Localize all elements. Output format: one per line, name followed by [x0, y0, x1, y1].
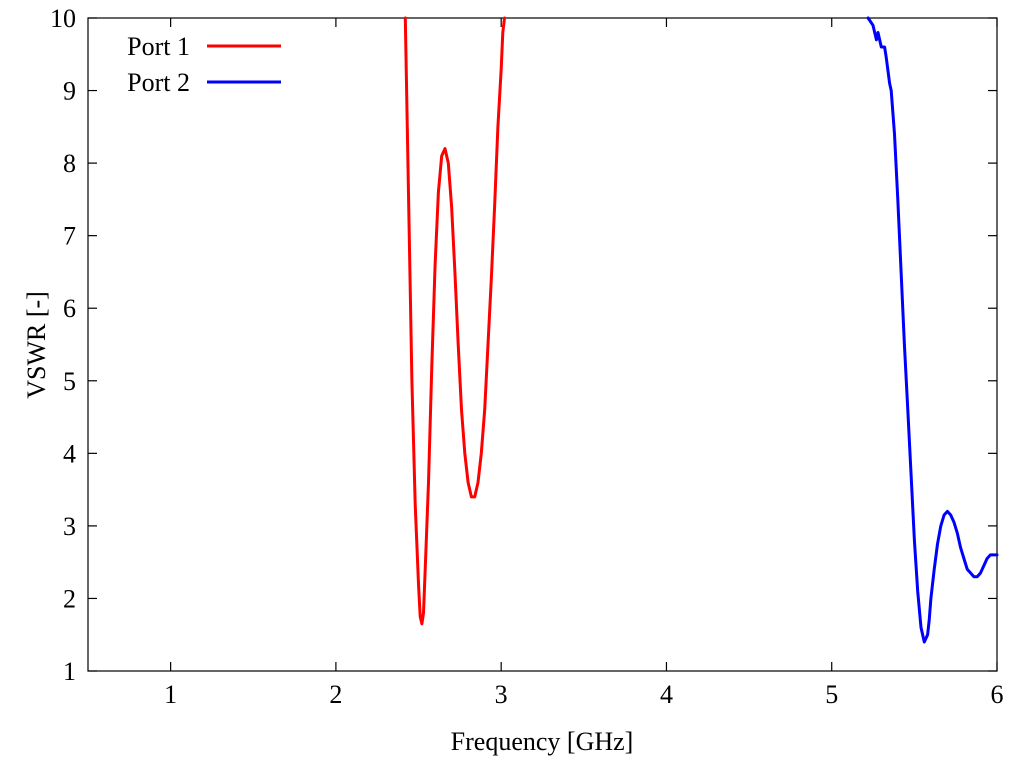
- y-tick-label: 8: [63, 149, 76, 178]
- y-tick-label: 1: [63, 657, 76, 686]
- x-tick-label: 3: [495, 680, 508, 709]
- y-axis-title: VSWR [-]: [22, 291, 51, 399]
- x-tick-label: 6: [991, 680, 1004, 709]
- y-tick-label: 7: [63, 222, 76, 251]
- y-tick-label: 4: [63, 439, 76, 468]
- y-tick-label: 2: [63, 584, 76, 613]
- y-tick-label: 3: [63, 512, 76, 541]
- y-tick-label: 5: [63, 367, 76, 396]
- x-tick-label: 2: [329, 680, 342, 709]
- x-tick-label: 1: [164, 680, 177, 709]
- series-line-port-1: [403, 16, 506, 626]
- series-line-port-2: [866, 16, 999, 644]
- x-axis-title: Frequency [GHz]: [451, 727, 634, 756]
- y-tick-label: 10: [50, 4, 76, 33]
- x-tick-label: 4: [660, 680, 673, 709]
- y-tick-labels: 1 2 3 4 5 6 7 8 9 10: [50, 4, 76, 686]
- legend-label: Port 2: [127, 68, 190, 97]
- y-tick-label: 6: [63, 294, 76, 323]
- series-lines: [403, 16, 999, 644]
- x-tick-label: 5: [825, 680, 838, 709]
- plot-frame: [87, 17, 998, 672]
- legend-label: Port 1: [127, 32, 190, 61]
- y-tick-label: 9: [63, 77, 76, 106]
- axis-ticks: [88, 17, 998, 672]
- legend: Port 1 Port 2: [127, 32, 281, 97]
- x-tick-labels: 1 2 3 4 5 6: [164, 680, 1003, 709]
